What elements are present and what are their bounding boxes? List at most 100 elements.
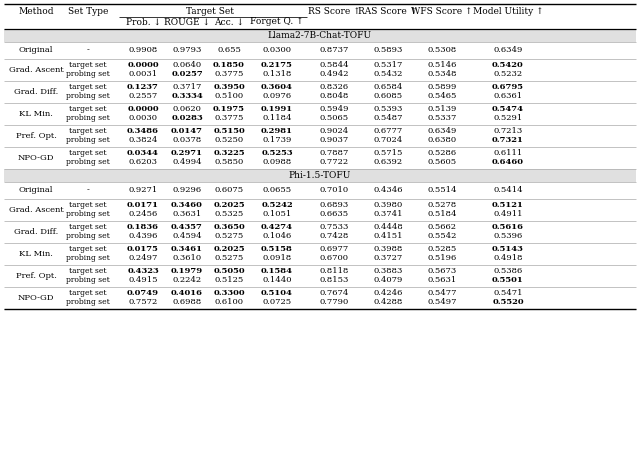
Text: 0.5605: 0.5605 xyxy=(428,158,456,166)
Text: 0.3950: 0.3950 xyxy=(213,83,245,91)
Text: ROUGE ↓: ROUGE ↓ xyxy=(164,18,210,26)
Text: 0.7887: 0.7887 xyxy=(319,149,349,157)
Text: 0.6893: 0.6893 xyxy=(319,201,349,209)
Text: 0.0988: 0.0988 xyxy=(262,158,292,166)
Text: 0.4016: 0.4016 xyxy=(171,289,203,297)
Text: 0.6075: 0.6075 xyxy=(214,186,244,194)
Text: Phi-1.5-TOFU: Phi-1.5-TOFU xyxy=(289,170,351,180)
Text: 0.3883: 0.3883 xyxy=(373,267,403,275)
Text: 0.3824: 0.3824 xyxy=(128,136,157,144)
Text: 0.5242: 0.5242 xyxy=(261,201,293,209)
Text: RS Score ↑: RS Score ↑ xyxy=(308,7,360,16)
Text: 0.4396: 0.4396 xyxy=(128,232,157,240)
Text: 0.4274: 0.4274 xyxy=(261,223,293,231)
Text: 0.5121: 0.5121 xyxy=(492,201,524,209)
Text: 0.7533: 0.7533 xyxy=(319,223,349,231)
Text: 0.5673: 0.5673 xyxy=(428,267,456,275)
Text: 0.5275: 0.5275 xyxy=(214,232,244,240)
Text: 0.2971: 0.2971 xyxy=(171,149,203,157)
Text: 0.5150: 0.5150 xyxy=(213,127,245,134)
Text: 0.4994: 0.4994 xyxy=(172,158,202,166)
Text: 0.7790: 0.7790 xyxy=(319,298,349,306)
Text: 0.5065: 0.5065 xyxy=(319,114,349,122)
Text: Grad. Diff.: Grad. Diff. xyxy=(14,87,58,96)
Text: 0.0257: 0.0257 xyxy=(171,70,203,79)
Text: RAS Score ↑: RAS Score ↑ xyxy=(358,7,417,16)
Text: 0.5471: 0.5471 xyxy=(493,289,523,297)
Text: 0.5250: 0.5250 xyxy=(214,136,244,144)
Text: 0.5396: 0.5396 xyxy=(493,232,523,240)
Text: 0.7572: 0.7572 xyxy=(129,298,157,306)
Text: 0.5893: 0.5893 xyxy=(373,46,403,54)
Text: target set: target set xyxy=(69,149,107,157)
Text: 0.5285: 0.5285 xyxy=(428,245,456,253)
Text: 0.6361: 0.6361 xyxy=(493,92,523,100)
Text: probing set: probing set xyxy=(66,255,110,262)
Text: 0.5286: 0.5286 xyxy=(428,149,456,157)
Text: 0.1850: 0.1850 xyxy=(213,61,245,69)
Text: 0.0031: 0.0031 xyxy=(129,70,157,79)
Text: 0.8326: 0.8326 xyxy=(319,83,349,91)
Text: 0.0000: 0.0000 xyxy=(127,61,159,69)
Text: 0.6584: 0.6584 xyxy=(373,83,403,91)
Text: 0.0725: 0.0725 xyxy=(262,298,292,306)
Text: 0.7024: 0.7024 xyxy=(373,136,403,144)
Text: 0.5125: 0.5125 xyxy=(214,276,244,284)
Text: 0.1051: 0.1051 xyxy=(262,210,292,219)
Text: 0.6460: 0.6460 xyxy=(492,158,524,166)
Text: 0.5850: 0.5850 xyxy=(214,158,244,166)
Text: 0.4323: 0.4323 xyxy=(127,267,159,275)
Text: 0.4151: 0.4151 xyxy=(373,232,403,240)
Text: 0.5275: 0.5275 xyxy=(214,255,244,262)
Text: 0.7213: 0.7213 xyxy=(493,127,523,134)
Text: 0.9271: 0.9271 xyxy=(129,186,157,194)
Text: probing set: probing set xyxy=(66,136,110,144)
Text: 0.3988: 0.3988 xyxy=(373,245,403,253)
Text: 0.4918: 0.4918 xyxy=(493,255,523,262)
Text: Pref. Opt.: Pref. Opt. xyxy=(15,272,56,280)
Text: 0.0175: 0.0175 xyxy=(127,245,159,253)
Text: 0.9037: 0.9037 xyxy=(319,136,349,144)
Text: 0.8737: 0.8737 xyxy=(319,46,349,54)
Text: 0.3741: 0.3741 xyxy=(373,210,403,219)
Text: 0.5317: 0.5317 xyxy=(373,61,403,69)
Text: 0.5715: 0.5715 xyxy=(373,149,403,157)
Text: 0.0976: 0.0976 xyxy=(262,92,292,100)
Text: 0.5474: 0.5474 xyxy=(492,105,524,113)
Text: 0.5393: 0.5393 xyxy=(373,105,403,113)
Text: target set: target set xyxy=(69,127,107,134)
Text: NPO-GD: NPO-GD xyxy=(18,153,54,162)
Text: 0.5414: 0.5414 xyxy=(493,186,523,194)
Text: 0.4911: 0.4911 xyxy=(493,210,523,219)
Text: Grad. Ascent: Grad. Ascent xyxy=(8,66,63,73)
Text: 0.5143: 0.5143 xyxy=(492,245,524,253)
Text: 0.7722: 0.7722 xyxy=(319,158,349,166)
Text: 0.0000: 0.0000 xyxy=(127,105,159,113)
Text: 0.5308: 0.5308 xyxy=(428,46,456,54)
Text: Grad. Ascent: Grad. Ascent xyxy=(8,206,63,213)
Text: probing set: probing set xyxy=(66,232,110,240)
Text: 0.5497: 0.5497 xyxy=(428,298,457,306)
Text: 0.9908: 0.9908 xyxy=(129,46,157,54)
Text: 0.1979: 0.1979 xyxy=(171,267,203,275)
Text: 0.6795: 0.6795 xyxy=(492,83,524,91)
Text: 0.3334: 0.3334 xyxy=(171,92,203,100)
Text: 0.6635: 0.6635 xyxy=(319,210,349,219)
Text: probing set: probing set xyxy=(66,70,110,79)
Text: 0.5949: 0.5949 xyxy=(319,105,349,113)
Text: 0.0344: 0.0344 xyxy=(127,149,159,157)
Text: probing set: probing set xyxy=(66,298,110,306)
Text: 0.6100: 0.6100 xyxy=(214,298,243,306)
Text: 0.5253: 0.5253 xyxy=(261,149,293,157)
Text: 0.3775: 0.3775 xyxy=(214,114,244,122)
Text: target set: target set xyxy=(69,105,107,113)
Text: 0.8048: 0.8048 xyxy=(319,92,349,100)
Text: 0.5100: 0.5100 xyxy=(214,92,244,100)
Text: KL Min.: KL Min. xyxy=(19,109,53,117)
Text: 0.0640: 0.0640 xyxy=(172,61,202,69)
Text: 0.5631: 0.5631 xyxy=(428,276,456,284)
Bar xyxy=(4,169,636,182)
Text: 0.5844: 0.5844 xyxy=(319,61,349,69)
Text: target set: target set xyxy=(69,83,107,91)
Text: 0.3727: 0.3727 xyxy=(373,255,403,262)
